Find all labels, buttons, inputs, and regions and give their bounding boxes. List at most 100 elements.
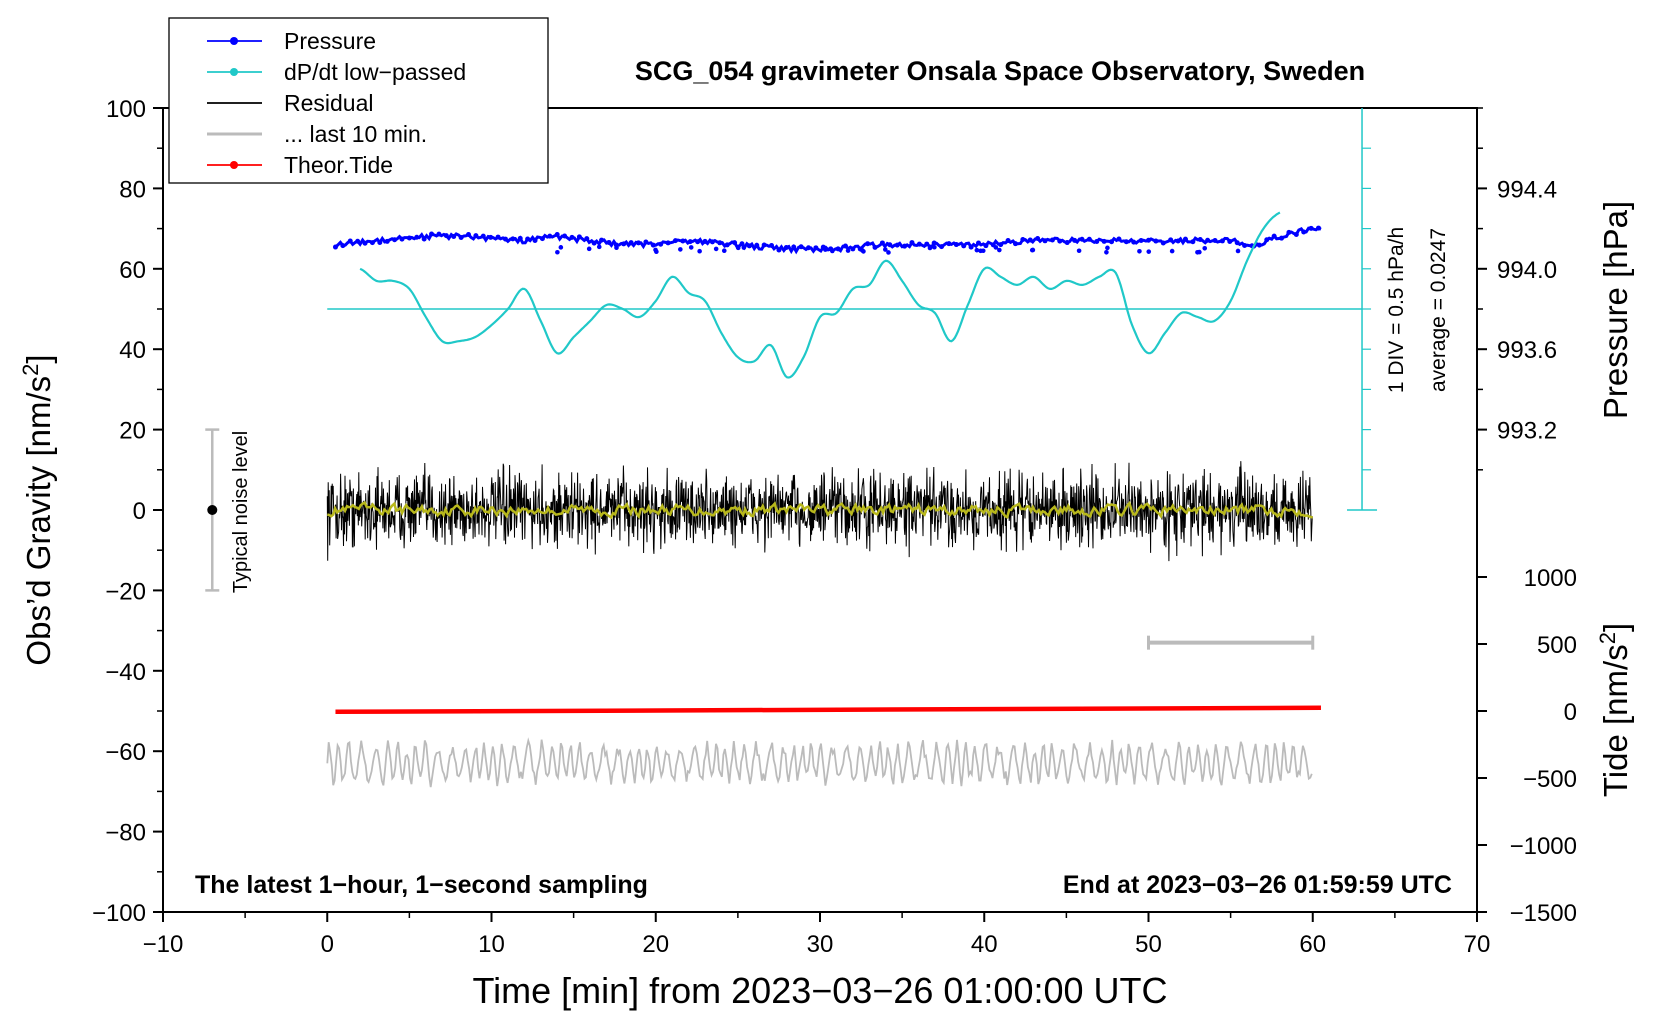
pressure-tick-label: 994.0 — [1497, 257, 1557, 284]
pressure-outlier-dot — [741, 245, 747, 250]
pressure-dot — [665, 240, 671, 246]
footer-left-label: The latest 1−hour, 1−second sampling — [195, 871, 648, 899]
y-tick-label: 100 — [106, 96, 146, 123]
pressure-dot — [1256, 242, 1262, 248]
residual-smoothed-line — [326, 500, 1313, 520]
pressure-outlier-dot — [860, 248, 865, 253]
pressure-dot — [961, 243, 967, 249]
pressure-outlier-dot — [1104, 249, 1109, 255]
pressure-axis-label: Pressure [hPa] — [1597, 201, 1634, 419]
pressure-dot — [931, 240, 937, 246]
pressure-dot — [939, 244, 945, 250]
y-tick-label: −20 — [105, 578, 146, 605]
pressure-outlier-dot — [1030, 247, 1036, 253]
pressure-dot — [672, 238, 678, 244]
y-axis-label-left-main: Obs’d Gravity [nm/s — [20, 376, 57, 666]
pressure-dot — [488, 234, 494, 240]
pressure-dot — [842, 243, 848, 249]
pressure-dot — [355, 238, 361, 244]
pressure-dot — [458, 235, 464, 241]
pressure-outlier-dot — [974, 247, 980, 253]
pressure-dot — [1153, 238, 1159, 244]
pressure-dot — [636, 240, 642, 246]
pressure-dot — [1086, 236, 1092, 242]
pressure-outlier-dot — [735, 245, 741, 251]
pressure-dot — [562, 233, 568, 239]
x-tick-label: 50 — [1135, 931, 1162, 958]
last10-series-line — [326, 737, 1313, 788]
pressure-dot — [606, 239, 612, 245]
pressure-outlier-dot — [1146, 249, 1152, 254]
x-tick-label: −10 — [143, 931, 184, 958]
pressure-dot — [1160, 240, 1166, 246]
x-tick-label: 60 — [1299, 931, 1326, 958]
tide-axis-ticks: −1500 −1000 −500 0 500 1000 — [1477, 565, 1577, 927]
pressure-axis-ticks: 993.2 993.6 994.0 994.4 — [1477, 107, 1557, 471]
pressure-dot — [1308, 225, 1314, 231]
pressure-dot — [976, 240, 982, 246]
pressure-dot — [1286, 229, 1292, 235]
pressure-outlier-dot — [980, 248, 986, 254]
pressure-dot — [1212, 237, 1218, 243]
tide-axis-label: Tide [nm/s2] — [1595, 623, 1634, 797]
pressure-dot — [1301, 229, 1307, 235]
x-axis-ticks: −10 0 10 20 30 40 50 60 70 — [143, 912, 1490, 958]
pressure-dot — [791, 244, 797, 250]
pressure-dot — [1057, 238, 1063, 244]
pressure-dot — [628, 240, 634, 246]
pressure-outlier-dot — [586, 246, 592, 252]
tide-tick-label: 0 — [1564, 699, 1577, 726]
pressure-dot — [1271, 233, 1277, 239]
pressure-dot — [369, 240, 375, 246]
y-tick-label: 60 — [119, 257, 146, 284]
x-tick-label: 0 — [321, 931, 334, 958]
pressure-dot — [1012, 241, 1018, 247]
pressure-outlier-dot — [1202, 245, 1208, 251]
pressure-tick-label: 993.6 — [1497, 337, 1557, 364]
pressure-dot — [909, 240, 915, 246]
div-scale-label: 1 DIV = 0.5 hPa/h — [1385, 227, 1408, 393]
pressure-dot — [879, 240, 885, 246]
pressure-dot — [1027, 237, 1033, 243]
pressure-dot — [621, 241, 627, 247]
pressure-outlier-dot — [823, 247, 828, 252]
legend-label: Residual — [284, 90, 374, 116]
pressure-outlier-dot — [927, 245, 933, 251]
pressure-dot — [547, 233, 553, 239]
tide-axis-label-sup: 2 — [1595, 632, 1620, 644]
pressure-dot — [953, 242, 959, 248]
pressure-dot — [783, 245, 789, 251]
pressure-dot — [680, 238, 686, 244]
y-tick-label: 0 — [133, 498, 146, 525]
pressure-dot — [998, 242, 1004, 248]
pressure-dot — [414, 234, 420, 240]
pressure-dot — [576, 234, 582, 240]
y-tick-label: 20 — [119, 418, 146, 445]
pressure-outlier-dot — [614, 245, 619, 251]
pressure-dot — [894, 242, 900, 248]
y-tick-label: 40 — [119, 337, 146, 364]
pressure-dots — [332, 225, 1321, 255]
pressure-outlier-dot — [1076, 248, 1082, 254]
tide-axis-label-tail: ] — [1597, 623, 1634, 632]
pressure-outlier-dot — [883, 247, 888, 252]
pressure-dot — [887, 242, 893, 248]
pressure-dot — [377, 239, 383, 245]
pressure-dot — [443, 233, 449, 239]
x-tick-label: 10 — [478, 931, 505, 958]
y-tick-label: −80 — [105, 820, 146, 847]
legend-label: ... last 10 min. — [284, 121, 427, 147]
pressure-dot — [1242, 243, 1248, 249]
pressure-dot — [813, 245, 819, 251]
y-tick-label: −40 — [105, 659, 146, 686]
pressure-outlier-dot — [993, 245, 999, 250]
chart-title: SCG_054 gravimeter Onsala Space Observat… — [635, 56, 1365, 86]
noise-bar-center-dot — [207, 505, 218, 515]
pressure-dot — [865, 241, 871, 247]
pressure-dot — [502, 236, 508, 242]
pressure-dot — [1116, 236, 1122, 242]
y-axis-label-left-tail: ] — [20, 354, 57, 363]
y-tick-label: 80 — [119, 176, 146, 203]
pressure-outlier-dot — [555, 249, 560, 255]
pressure-dot — [1197, 237, 1203, 243]
